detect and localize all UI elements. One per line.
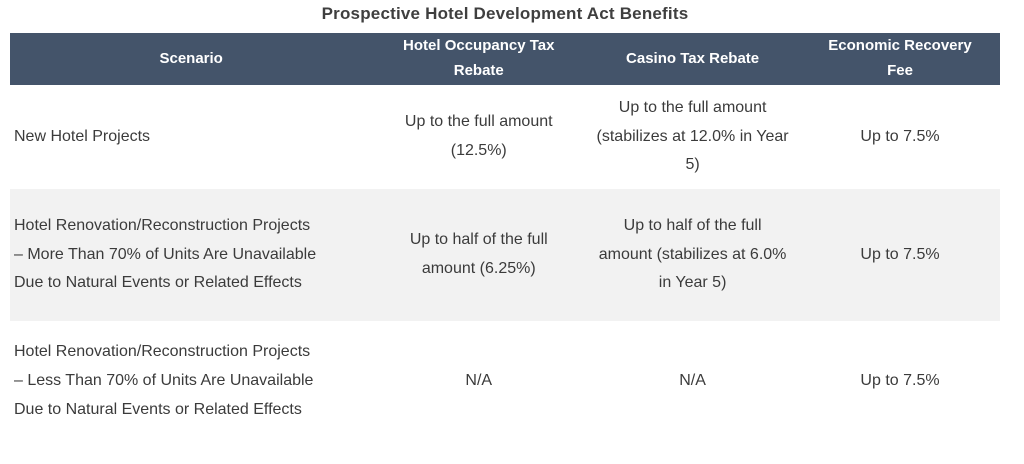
table-body: New Hotel Projects Up to the full amount… — [10, 85, 1000, 442]
casino-rebate-cell: Up to half of the full amount (stabilize… — [598, 216, 787, 292]
column-header-economic-recovery-fee: Economic Recovery Fee — [800, 33, 1000, 85]
header-row: Scenario Hotel Occupancy Tax Rebate Casi… — [10, 33, 1000, 85]
hotel-occupancy-rebate-cell: Up to the full amount (12.5%) — [404, 113, 553, 159]
hotel-occupancy-rebate-cell: N/A — [465, 372, 493, 390]
economic-recovery-fee-cell: Up to 7.5% — [860, 245, 940, 263]
scenario-cell: New Hotel Projects — [14, 127, 151, 145]
table-row-new-hotel-projects: New Hotel Projects Up to the full amount… — [10, 85, 1000, 189]
scenario-cell: Hotel Renovation/Reconstruction Projects… — [14, 343, 314, 418]
benefits-table: Scenario Hotel Occupancy Tax Rebate Casi… — [10, 33, 1000, 442]
page-title: Prospective Hotel Development Act Benefi… — [321, 4, 689, 23]
table-row-renovation-less-than-70: Hotel Renovation/Reconstruction Projects… — [10, 321, 1000, 442]
column-header-casino-tax-rebate: Casino Tax Rebate — [585, 33, 800, 85]
scenario-cell: Hotel Renovation/Reconstruction Projects… — [14, 216, 317, 292]
economic-recovery-fee-cell: Up to 7.5% — [860, 372, 940, 390]
casino-rebate-cell: Up to the full amount (stabilizes at 12.… — [596, 98, 789, 174]
column-header-scenario: Scenario — [10, 33, 373, 85]
table-row-renovation-more-than-70: Hotel Renovation/Reconstruction Projects… — [10, 189, 1000, 321]
table-header: Scenario Hotel Occupancy Tax Rebate Casi… — [10, 33, 1000, 85]
benefits-table-container: Scenario Hotel Occupancy Tax Rebate Casi… — [10, 33, 1000, 442]
column-header-hotel-occupancy-tax-rebate: Hotel Occupancy Tax Rebate — [372, 33, 586, 85]
economic-recovery-fee-cell: Up to 7.5% — [860, 127, 940, 145]
casino-rebate-cell: N/A — [679, 372, 706, 390]
hotel-occupancy-rebate-cell: Up to half of the full amount (6.25%) — [409, 231, 548, 277]
